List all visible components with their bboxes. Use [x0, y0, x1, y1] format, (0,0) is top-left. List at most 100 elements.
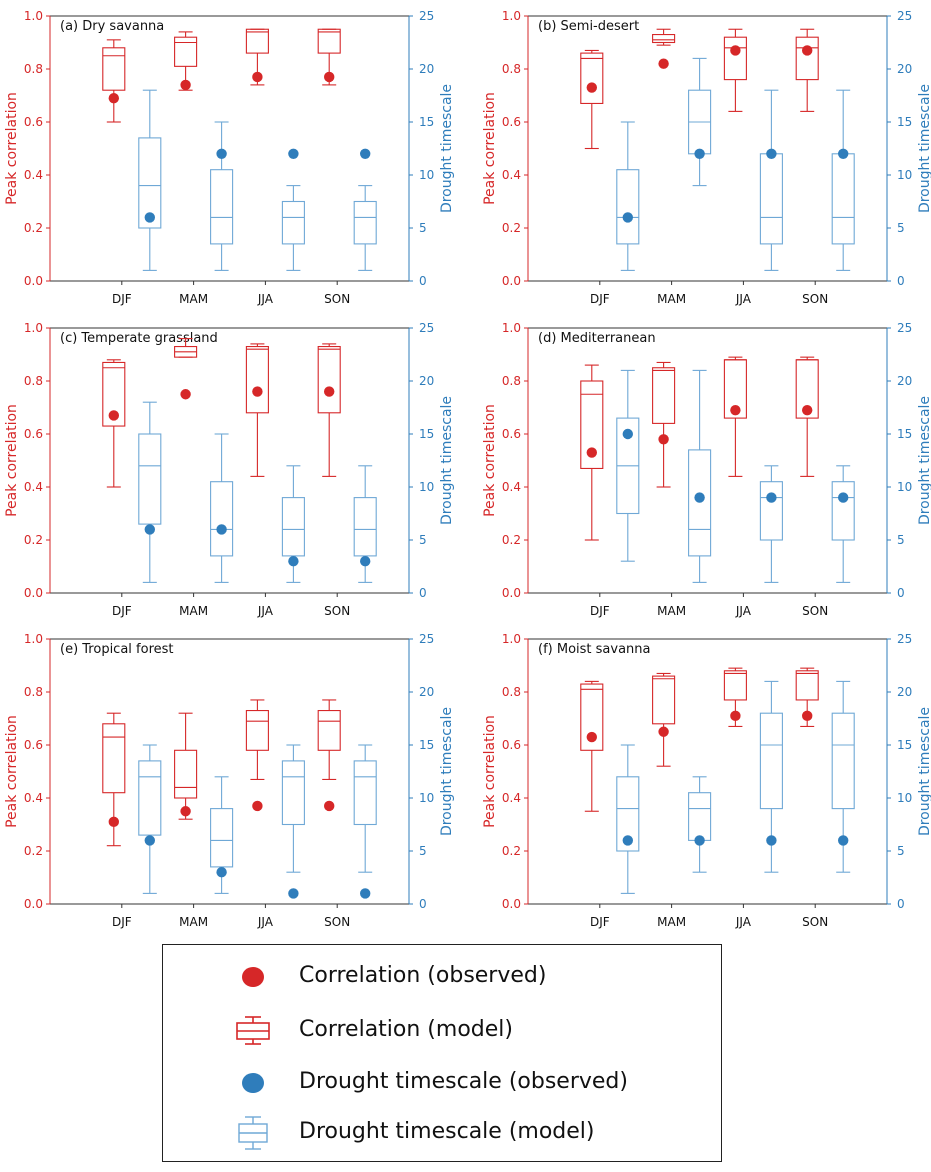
- x-tick-label: DJF: [112, 292, 132, 306]
- right-tick-label: 20: [897, 62, 912, 76]
- correlation-observed-point: [802, 45, 813, 56]
- right-tick-label: 10: [897, 168, 912, 182]
- left-axis-label: Peak correlation: [482, 92, 498, 205]
- timescale-observed-point: [360, 888, 371, 899]
- left-tick-label: 0.0: [502, 274, 521, 288]
- legend-marker-timescale-observed: [242, 1073, 264, 1093]
- timescale-observed-point: [288, 148, 299, 159]
- right-tick-label: 0: [897, 586, 905, 600]
- left-tick-label: 1.0: [502, 321, 521, 335]
- x-tick-label: MAM: [179, 915, 208, 929]
- correlation-iqr: [795, 36, 819, 81]
- timescale-iqr: [353, 497, 377, 557]
- panel-title: (e) Tropical forest: [60, 642, 174, 657]
- panel-title: (d) Mediterranean: [538, 331, 656, 346]
- timescale-iqr: [831, 712, 855, 810]
- plot-frame: [49, 638, 410, 905]
- timescale-iqr: [138, 760, 162, 836]
- panel-6: 0.0 0.2 0.4 0.6 0.8 1.0 0 5 10 15 20 25 Peak correla…: [482, 632, 931, 929]
- left-tick-label: 0.6: [502, 115, 521, 129]
- right-tick-label: 10: [419, 791, 434, 805]
- correlation-box: [317, 343, 341, 477]
- left-axis-label: Peak correlation: [482, 715, 498, 828]
- timescale-box: [138, 744, 162, 894]
- timescale-observed-point: [216, 148, 227, 159]
- left-tick-label: 0.0: [24, 897, 43, 911]
- left-tick-label: 0.4: [24, 168, 43, 182]
- correlation-box: [102, 359, 126, 488]
- x-tick-label: JJA: [735, 604, 752, 618]
- timescale-iqr: [138, 433, 162, 525]
- correlation-iqr: [652, 33, 676, 44]
- timescale-iqr: [616, 776, 640, 852]
- plot-frame: [527, 638, 888, 905]
- timescale-box: [831, 465, 855, 583]
- correlation-observed-point: [658, 434, 669, 445]
- correlation-observed-point: [802, 404, 813, 416]
- timescale-box: [210, 121, 234, 271]
- x-tick-label: JJA: [257, 604, 274, 618]
- panel-title: (a) Dry savanna: [60, 19, 164, 34]
- timescale-iqr: [759, 481, 783, 541]
- timescale-box: [831, 89, 855, 271]
- timescale-box: [138, 89, 162, 271]
- x-tick-label: JJA: [735, 915, 752, 929]
- right-axis-label: Drought timescale: [439, 707, 455, 836]
- correlation-box: [723, 356, 747, 477]
- left-tick-label: 0.4: [502, 168, 521, 182]
- x-tick-label: SON: [324, 915, 350, 929]
- x-tick-label: MAM: [179, 604, 208, 618]
- right-tick-label: 5: [897, 844, 905, 858]
- correlation-observed-point: [252, 71, 263, 83]
- right-tick-label: 0: [897, 897, 905, 911]
- correlation-box: [795, 28, 819, 112]
- timescale-iqr: [281, 200, 305, 245]
- timescale-box: [688, 776, 712, 873]
- right-axis-label: Drought timescale: [439, 84, 455, 213]
- panel-2: 0.0 0.2 0.4 0.6 0.8 1.0 0 5 10 15 20 25 Peak correla…: [482, 9, 931, 306]
- panel-3: 0.0 0.2 0.4 0.6 0.8 1.0 0 5 10 15 20 25 Peak correla…: [4, 321, 455, 618]
- legend-box-correlation-model: [236, 1016, 270, 1045]
- correlation-observed-point: [252, 386, 263, 397]
- timescale-box: [210, 433, 234, 583]
- correlation-box: [580, 364, 604, 541]
- right-tick-label: 5: [897, 221, 905, 235]
- left-tick-label: 0.8: [24, 685, 43, 699]
- timescale-box: [616, 744, 640, 894]
- correlation-iqr: [652, 367, 676, 424]
- correlation-iqr: [317, 345, 341, 414]
- x-tick-label: MAM: [657, 292, 686, 306]
- timescale-box: [353, 185, 377, 271]
- left-tick-label: 0.8: [24, 62, 43, 76]
- timescale-box: [281, 185, 305, 271]
- correlation-box: [652, 361, 676, 488]
- left-tick-label: 0.2: [502, 221, 521, 235]
- correlation-iqr: [317, 709, 341, 751]
- timescale-iqr: [831, 481, 855, 541]
- timescale-iqr: [353, 200, 377, 245]
- right-tick-label: 20: [419, 685, 434, 699]
- left-tick-label: 0.2: [24, 533, 43, 547]
- timescale-iqr: [616, 169, 640, 245]
- correlation-box: [245, 343, 269, 477]
- correlation-iqr: [174, 749, 198, 799]
- timescale-iqr: [688, 449, 712, 557]
- legend: Correlation (observed) Correlation (mode…: [162, 944, 722, 1162]
- correlation-iqr: [723, 36, 747, 81]
- correlation-box: [723, 28, 747, 112]
- left-tick-label: 1.0: [502, 632, 521, 646]
- right-axis-label: Drought timescale: [917, 84, 931, 213]
- correlation-iqr: [245, 28, 269, 54]
- timescale-box: [616, 369, 640, 562]
- timescale-box: [210, 776, 234, 894]
- timescale-iqr: [688, 792, 712, 841]
- x-tick-label: JJA: [257, 915, 274, 929]
- right-tick-label: 20: [897, 685, 912, 699]
- right-tick-label: 10: [419, 480, 434, 494]
- left-tick-label: 0.8: [502, 374, 521, 388]
- timescale-observed-point: [766, 835, 777, 846]
- left-tick-label: 0.0: [24, 274, 43, 288]
- right-tick-label: 0: [419, 274, 427, 288]
- x-tick-label: SON: [324, 604, 350, 618]
- left-tick-label: 0.8: [502, 685, 521, 699]
